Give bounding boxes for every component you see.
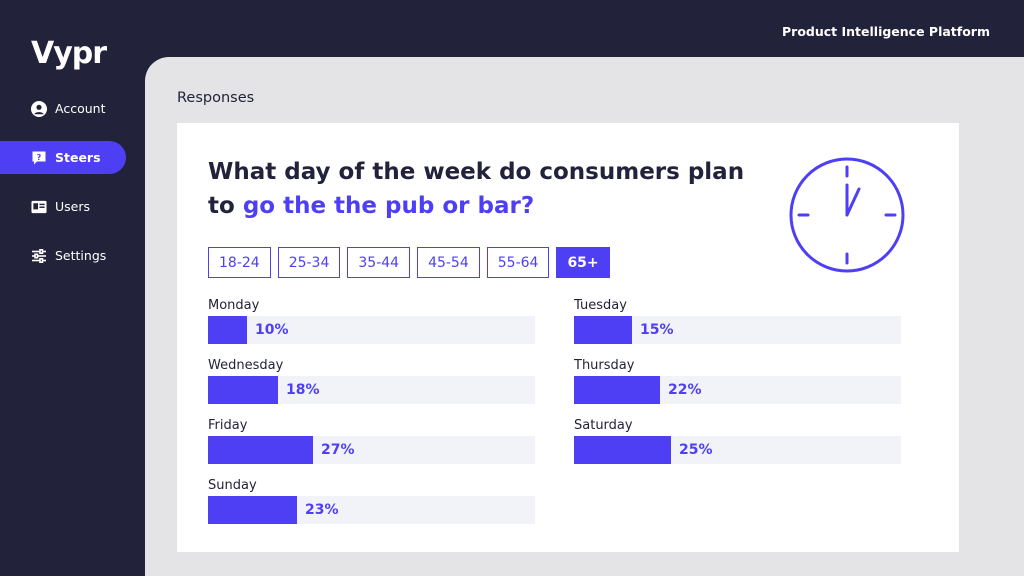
bar-fill — [208, 376, 278, 404]
id-card-icon — [31, 199, 47, 215]
sliders-icon — [31, 248, 47, 264]
bar-item-sunday: Sunday 23% — [208, 478, 535, 524]
responses-card: What day of the week do consumers plan t… — [177, 123, 959, 552]
question-title: What day of the week do consumers plan t… — [208, 155, 768, 223]
bar-fill — [208, 496, 297, 524]
bar-fill — [208, 316, 247, 344]
bar-value-label: 18% — [286, 382, 320, 398]
bar-item-wednesday: Wednesday 18% — [208, 358, 535, 404]
bar-value-label: 15% — [640, 322, 674, 338]
age-filter-18-24[interactable]: 18-24 — [208, 247, 271, 278]
bar-fill — [574, 316, 632, 344]
svg-text:?: ? — [37, 153, 42, 162]
bar-value-label: 22% — [668, 382, 702, 398]
bar-track: 22% — [574, 376, 901, 404]
question-chat-icon: ? — [31, 150, 47, 166]
vypr-logo[interactable]: Vypr — [31, 36, 107, 71]
sidebar-item-label: Steers — [55, 150, 101, 165]
sidebar-item-users[interactable]: Users — [0, 190, 130, 223]
question-text: What day of the week do consumers plan t… — [208, 159, 745, 219]
age-filter-55-64[interactable]: 55-64 — [486, 247, 550, 278]
bar-track: 18% — [208, 376, 535, 404]
bar-track: 23% — [208, 496, 535, 524]
bar-track: 25% — [574, 436, 901, 464]
bar-track: 15% — [574, 316, 901, 344]
bar-item-monday: Monday 10% — [208, 298, 535, 344]
bar-label: Tuesday — [574, 298, 627, 313]
bar-value-label: 25% — [679, 442, 713, 458]
clock-icon — [789, 157, 909, 281]
bar-label: Monday — [208, 298, 260, 313]
bar-value-label: 27% — [321, 442, 355, 458]
bar-track: 10% — [208, 316, 535, 344]
bar-value-label: 23% — [305, 502, 339, 518]
age-filter-group: 18-24 25-34 35-44 45-54 55-64 65+ — [208, 247, 610, 278]
sidebar-item-label: Account — [55, 101, 106, 116]
sidebar-item-steers[interactable]: ? Steers — [0, 141, 126, 174]
age-filter-45-54[interactable]: 45-54 — [417, 247, 480, 278]
bar-label: Friday — [208, 418, 248, 433]
bar-item-tuesday: Tuesday 15% — [574, 298, 901, 344]
bar-item-thursday: Thursday 22% — [574, 358, 901, 404]
age-filter-25-34[interactable]: 25-34 — [277, 247, 341, 278]
bar-fill — [208, 436, 313, 464]
bar-fill — [574, 376, 660, 404]
user-circle-icon — [31, 100, 47, 117]
platform-title: Product Intelligence Platform — [782, 24, 990, 39]
main-content: Responses What day of the week do consum… — [145, 57, 1024, 576]
sidebar-nav: Account ? Steers Users Settings — [0, 92, 130, 288]
bar-label: Thursday — [574, 358, 635, 373]
sidebar-item-account[interactable]: Account — [0, 92, 130, 125]
age-filter-65-plus[interactable]: 65+ — [556, 247, 610, 278]
age-filter-35-44[interactable]: 35-44 — [347, 247, 411, 278]
question-highlight: go the the pub or bar? — [242, 193, 535, 219]
sidebar-item-label: Settings — [55, 248, 107, 263]
page-title: Responses — [177, 90, 255, 106]
bar-label: Wednesday — [208, 358, 284, 373]
bar-item-saturday: Saturday 25% — [574, 418, 901, 464]
bar-label: Sunday — [208, 478, 257, 493]
bar-fill — [574, 436, 671, 464]
sidebar-item-label: Users — [55, 199, 91, 214]
bar-value-label: 10% — [255, 322, 289, 338]
bar-track: 27% — [208, 436, 535, 464]
bar-label: Saturday — [574, 418, 633, 433]
sidebar-item-settings[interactable]: Settings — [0, 239, 130, 272]
bar-item-friday: Friday 27% — [208, 418, 535, 464]
